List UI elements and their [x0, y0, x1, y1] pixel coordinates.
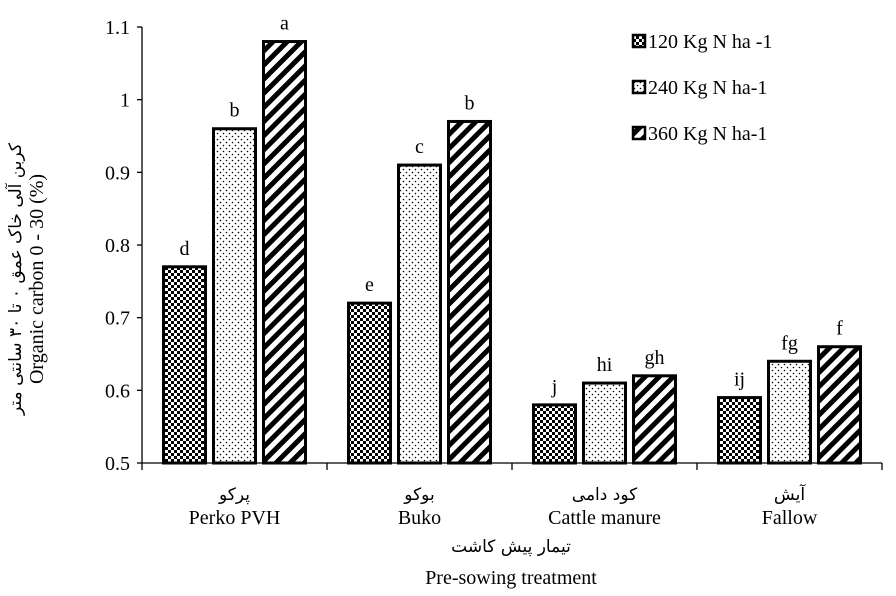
bar [767, 359, 812, 465]
bar [397, 163, 442, 465]
legend-label: 240 Kg N ha-1 [648, 77, 767, 99]
bar [162, 265, 207, 465]
y-tick-label: 1 [120, 90, 130, 112]
bar [212, 127, 257, 465]
bar-letter-label: a [280, 13, 289, 35]
category-label-fa: کود دامی [572, 485, 638, 505]
y-tick-label: 0.6 [105, 380, 130, 402]
bar [532, 403, 577, 465]
bar [632, 374, 677, 465]
legend-label: 120 Kg N ha -1 [648, 31, 772, 53]
bar [262, 40, 307, 465]
legend-swatch [631, 125, 647, 141]
significance-letters: d b a e c b j hi gh ij fg f [180, 13, 844, 398]
tick-labels: 0.5 0.6 0.7 0.8 0.9 1 1.1 [105, 17, 130, 475]
bar-letter-label: c [415, 136, 424, 158]
legend-swatch [631, 79, 647, 95]
y-axis-label-en: Organic carbon 0 - 30 (%) [26, 174, 48, 384]
category-label-en: Perko PVH [189, 507, 281, 529]
bar [582, 381, 627, 465]
y-tick-label: 0.9 [105, 162, 130, 184]
bar [347, 301, 392, 465]
category-label-fa: بوکو [403, 485, 434, 505]
bars [162, 40, 862, 465]
y-tick-label: 0.7 [105, 308, 130, 330]
bar [817, 345, 862, 465]
y-tick-label: 0.5 [105, 453, 130, 475]
category-label-fa: پرکو [218, 485, 250, 505]
category-label-en: Fallow [762, 507, 818, 529]
y-tick-label: 1.1 [105, 17, 130, 39]
bar-letter-label: gh [645, 347, 665, 369]
y-tick-label: 0.8 [105, 235, 130, 257]
bar-letter-label: f [836, 318, 843, 340]
bar-letter-label: hi [597, 354, 613, 376]
category-label-en: Cattle manure [548, 507, 661, 529]
bar [447, 119, 492, 465]
category-label-fa: آیش [774, 483, 806, 505]
legend-swatch [631, 33, 647, 49]
category-label-en: Buko [398, 507, 441, 529]
bar-letter-label: d [180, 238, 190, 260]
legend-label: 360 Kg N ha-1 [648, 123, 767, 145]
bar-letter-label: e [365, 274, 374, 296]
bar-letter-label: j [551, 376, 558, 398]
legend: 120 Kg N ha -1 240 Kg N ha-1 360 Kg N ha-1 [631, 31, 772, 145]
x-axis-label-fa: تیمار پیش کاشت [451, 537, 571, 557]
bar [717, 396, 762, 465]
bar-letter-label: b [230, 100, 240, 122]
x-axis-label-en: Pre-sowing treatment [425, 567, 597, 589]
y-axis-label-fa: کربن آلی خاک عمق ۰ تا ۳۰ سانتی متر [4, 142, 26, 416]
bar-letter-label: ij [734, 369, 745, 391]
bar-letter-label: b [465, 92, 475, 114]
bar-letter-label: fg [781, 332, 798, 354]
